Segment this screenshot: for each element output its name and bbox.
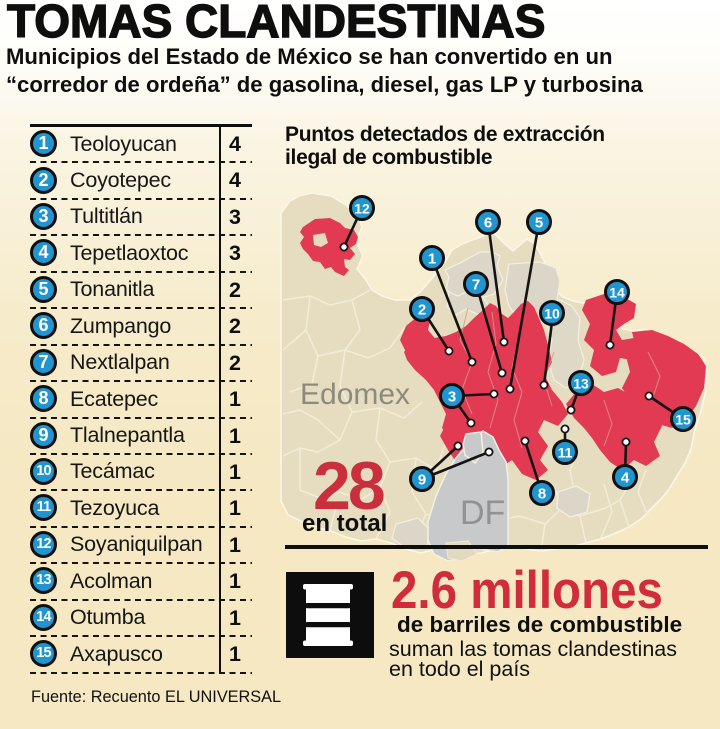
svg-text:12: 12 [354, 201, 370, 217]
svg-text:9: 9 [418, 472, 426, 489]
svg-text:13: 13 [573, 376, 589, 392]
svg-text:5: 5 [535, 215, 543, 232]
svg-text:4: 4 [621, 470, 630, 487]
svg-text:7: 7 [472, 277, 480, 294]
svg-text:3: 3 [448, 389, 456, 406]
svg-text:6: 6 [484, 215, 492, 232]
svg-text:10: 10 [544, 306, 560, 322]
svg-text:11: 11 [558, 445, 573, 461]
svg-text:14: 14 [609, 285, 625, 301]
svg-text:1: 1 [428, 251, 436, 268]
svg-text:2: 2 [418, 302, 426, 319]
svg-text:15: 15 [675, 412, 691, 428]
svg-text:8: 8 [538, 486, 546, 503]
